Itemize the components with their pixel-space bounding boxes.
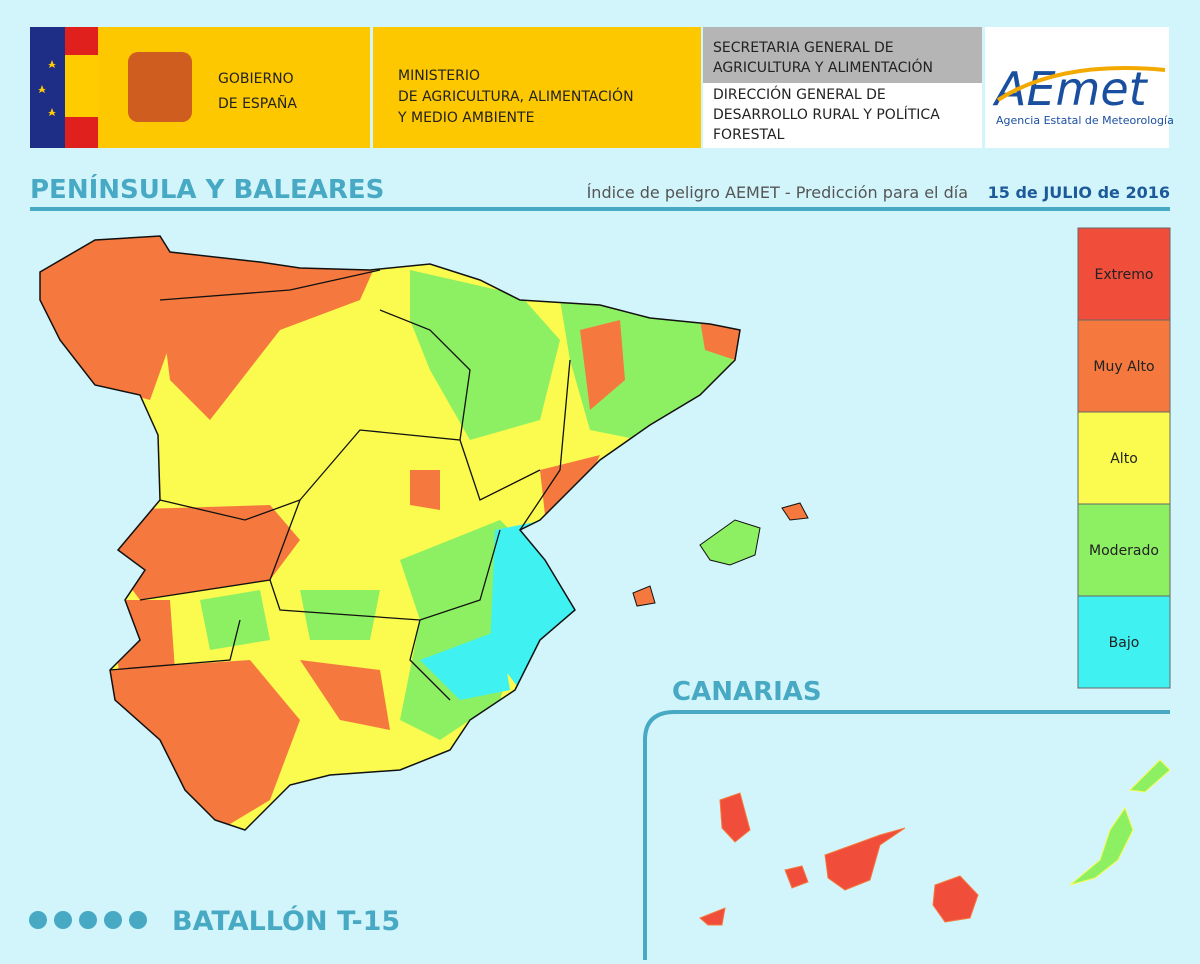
- island: [781, 502, 809, 521]
- island: [824, 827, 906, 891]
- coat-of-arms: [128, 52, 192, 122]
- peninsula-map: [40, 236, 740, 830]
- region-moderado: [300, 590, 380, 640]
- legend-swatch: [1077, 227, 1171, 321]
- ministry-line: Y MEDIO AMBIENTE: [397, 110, 534, 126]
- star: [48, 60, 56, 68]
- region-muy-alto: [410, 470, 440, 510]
- legend: Extremo Muy Alto Alto Moderado Bajo: [1077, 227, 1171, 689]
- government-line: DE ESPAÑA: [218, 95, 297, 112]
- legend-label: Extremo: [1095, 267, 1154, 283]
- region-muy-alto: [110, 505, 300, 600]
- region-bajo: [420, 630, 510, 700]
- social-icons: [29, 911, 147, 929]
- legend-swatch: [1077, 595, 1171, 689]
- island: [699, 907, 726, 926]
- region-muy-alto: [540, 455, 600, 515]
- island: [1128, 759, 1171, 793]
- legend-label: Moderado: [1089, 543, 1159, 559]
- directorate-line: DIRECCIÓN GENERAL DE: [713, 85, 886, 103]
- peninsula-outline: [39, 235, 741, 831]
- directorate-line: FORESTAL: [713, 127, 785, 143]
- map-date: 15 de JULIO de 2016: [988, 183, 1170, 202]
- social-icon[interactable]: [79, 911, 97, 929]
- social-icon[interactable]: [129, 911, 147, 929]
- logo-subtitle: Agencia Estatal de Meteorología: [996, 114, 1174, 127]
- island: [784, 865, 809, 889]
- legend-swatch: [1077, 503, 1171, 597]
- social-icon[interactable]: [54, 911, 72, 929]
- social-icon[interactable]: [104, 911, 122, 929]
- star: [48, 108, 56, 116]
- island: [699, 519, 761, 566]
- island: [632, 585, 656, 607]
- flag-yellow: [65, 55, 98, 117]
- ministry-line: DE AGRICULTURA, ALIMENTACIÓN: [398, 87, 634, 105]
- region-muy-alto: [300, 660, 390, 730]
- star: [38, 85, 46, 93]
- inset-title: CANARIAS: [672, 677, 822, 707]
- region-moderado: [200, 590, 270, 650]
- island: [719, 792, 751, 843]
- region-muy-alto: [100, 660, 300, 830]
- legend-label: Alto: [1110, 451, 1138, 467]
- social-icon[interactable]: [29, 911, 47, 929]
- eu-flag: [30, 27, 65, 148]
- region-muy-alto: [155, 240, 380, 420]
- logo-swoosh: [996, 66, 1166, 102]
- legend-swatch: [1077, 319, 1171, 413]
- ministry-block: [373, 27, 701, 148]
- island: [1069, 806, 1134, 886]
- region-muy-alto: [700, 320, 740, 360]
- region-borders: [109, 269, 571, 701]
- directorate-line: DESARROLLO RURAL Y POLÍTICA: [713, 106, 940, 123]
- secretariat-line: SECRETARIA GENERAL DE: [713, 40, 894, 56]
- legend-swatch: [1077, 411, 1171, 505]
- footer-text: BATALLÓN T-15: [172, 905, 400, 937]
- island: [932, 875, 979, 923]
- map-title: PENÍNSULA Y BALEARES: [30, 173, 384, 205]
- legend-label: Muy Alto: [1093, 359, 1154, 375]
- secretariat-block: [703, 27, 982, 83]
- map-subtitle: Índice de peligro AEMET - Predicción par…: [587, 183, 968, 202]
- secretariat-line: AGRICULTURA Y ALIMENTACIÓN: [713, 58, 933, 76]
- region-muy-alto: [580, 320, 625, 410]
- legend-label: Bajo: [1109, 635, 1140, 651]
- inset-frame: [643, 710, 1170, 960]
- region-moderado: [410, 270, 560, 440]
- logo-block: [985, 27, 1169, 148]
- ministry-line: MINISTERIO: [398, 68, 480, 84]
- government-line: GOBIERNO: [218, 71, 294, 87]
